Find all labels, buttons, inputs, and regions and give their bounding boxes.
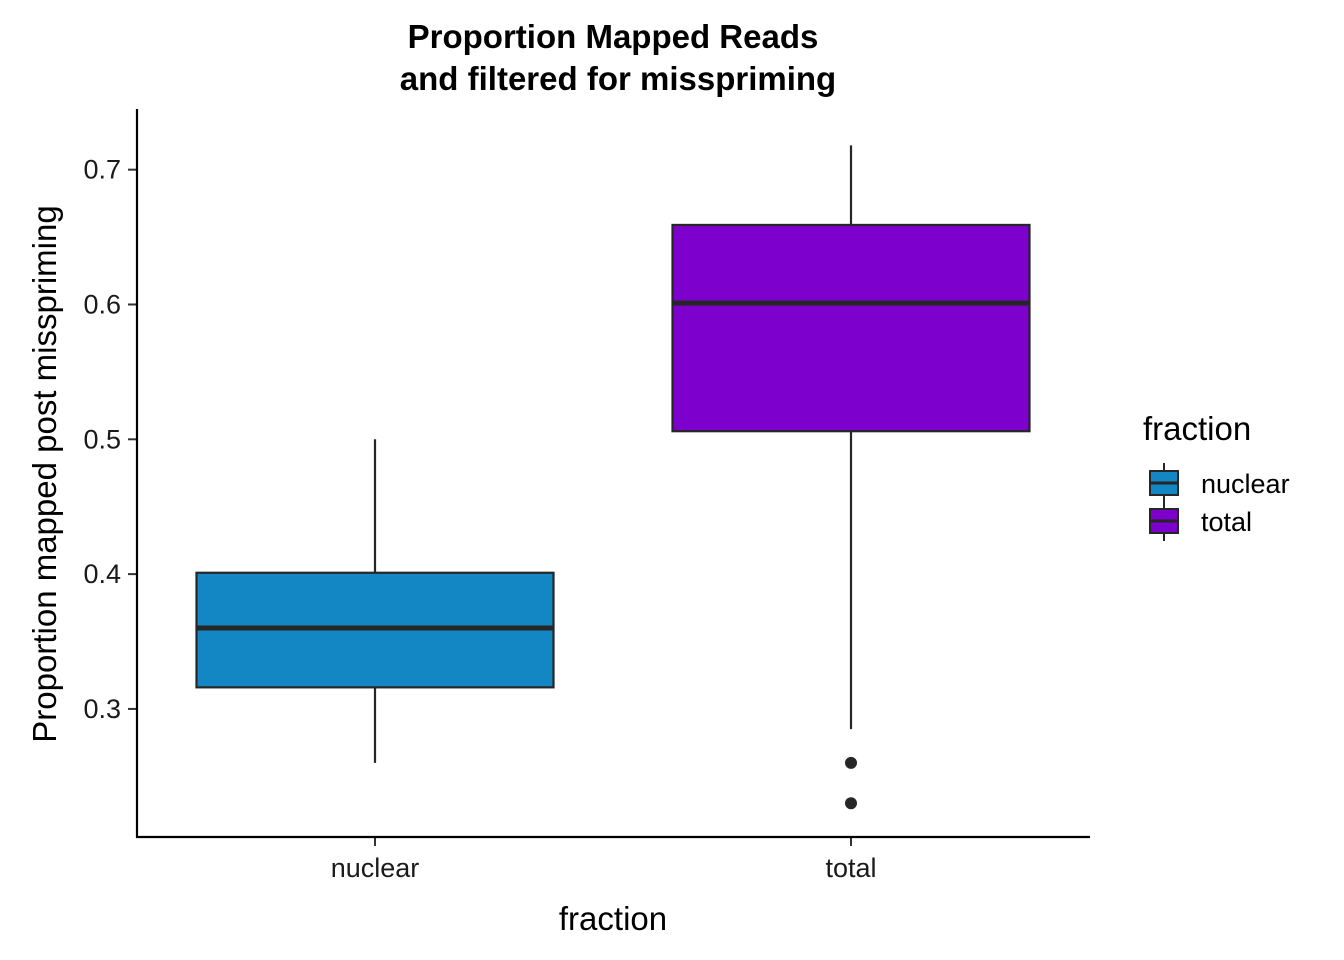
y-tick-label: 0.3 <box>83 694 121 724</box>
legend: fraction nuclear total <box>1143 410 1290 541</box>
outlier-point <box>845 756 857 769</box>
x-tick-label: total <box>825 853 876 883</box>
legend-label-total: total <box>1201 507 1252 537</box>
legend-title: fraction <box>1143 410 1251 447</box>
box-total <box>671 223 1031 433</box>
x-tick-label: nuclear <box>331 853 420 883</box>
chart-title-line-2: and filtered for misspriming <box>400 60 836 97</box>
x-axis-title: fraction <box>559 900 667 937</box>
y-axis-title: Proportion mapped post misspriming <box>26 205 63 742</box>
chart-title-line-1: Proportion Mapped Reads <box>408 18 819 55</box>
legend-label-nuclear: nuclear <box>1201 469 1290 499</box>
outlier-point <box>845 797 857 810</box>
y-tick-label: 0.4 <box>83 559 121 589</box>
plot-area: 0.3 0.4 0.5 0.6 0.7 nuclear total <box>83 145 1031 883</box>
y-tick-label: 0.5 <box>83 424 121 454</box>
y-tick-label: 0.7 <box>83 155 121 185</box>
y-tick-label: 0.6 <box>83 289 121 319</box>
